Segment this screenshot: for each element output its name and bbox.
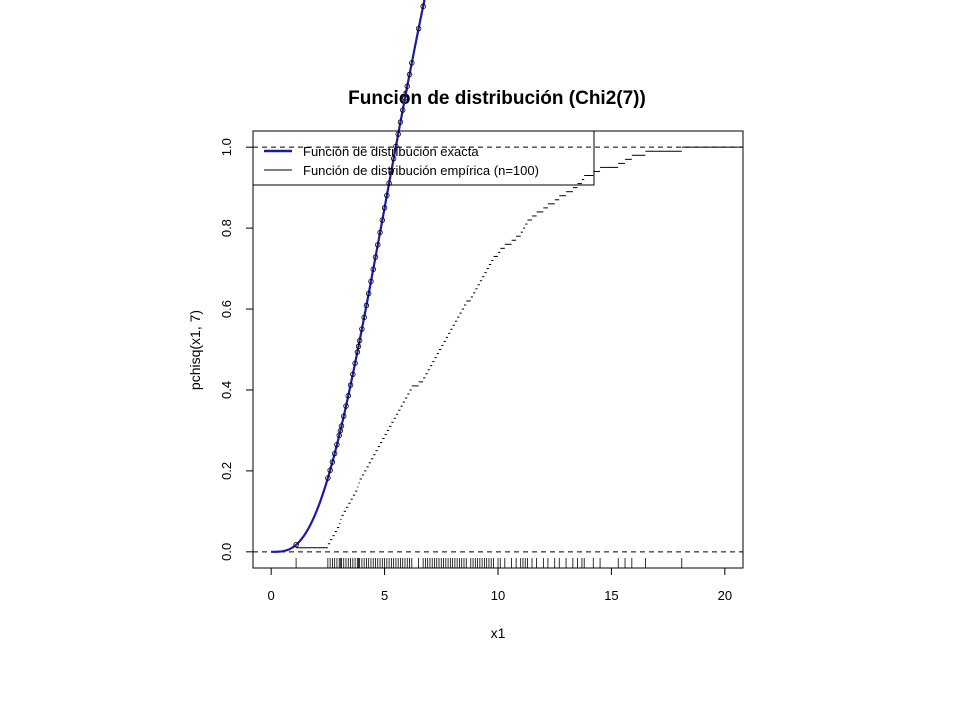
sample-point-42	[420, 3, 426, 10]
sample-point-14	[352, 360, 358, 366]
sample-point-34	[395, 131, 401, 137]
sample-point-7	[337, 428, 344, 434]
sample-point-19	[361, 314, 367, 321]
sample-point-16	[355, 343, 362, 350]
y-tick-label-2: 0.4	[219, 381, 234, 399]
sample-point-4	[331, 450, 338, 457]
sample-point-37	[402, 95, 408, 101]
sample-point-39	[406, 71, 413, 78]
x-tick-label-4: 20	[718, 588, 732, 603]
sample-point-3	[329, 459, 336, 465]
x-tick-label-3: 15	[604, 588, 618, 603]
legend-label-exact: Función de distribución exacta	[303, 144, 479, 159]
sample-point-9	[341, 413, 347, 419]
sample-point-0	[293, 542, 299, 548]
y-tick-label-5: 1.0	[219, 138, 234, 156]
sample-point-15	[354, 349, 361, 355]
y-tick-label-0: 0.0	[219, 543, 234, 561]
sample-point-40	[409, 60, 415, 66]
x-tick-label-2: 10	[491, 588, 505, 603]
sample-point-5	[334, 441, 340, 448]
y-tick-label-4: 0.8	[219, 219, 234, 237]
sample-point-32	[390, 155, 397, 162]
sample-point-35	[397, 119, 404, 125]
y-axis-label: pchisq(x1, 7)	[187, 310, 203, 390]
sample-point-11	[345, 393, 351, 399]
x-tick-label-0: 0	[268, 588, 275, 603]
sample-point-28	[381, 205, 388, 211]
sample-point-24	[372, 254, 379, 260]
exact-cdf-line	[271, 0, 426, 553]
legend-box	[252, 130, 595, 186]
legend-label-empirical: Función de distribución empírica (n=100)	[303, 163, 539, 178]
x-tick-label-1: 5	[381, 588, 388, 603]
x-axis-label: x1	[491, 625, 506, 641]
sample-point-33	[393, 143, 399, 150]
sample-point-2	[327, 467, 333, 473]
sample-point-17	[356, 337, 363, 344]
sample-point-31	[388, 168, 395, 174]
sample-point-13	[350, 371, 356, 378]
sample-point-18	[359, 326, 365, 332]
sample-point-20	[363, 302, 370, 309]
sample-point-1	[325, 475, 331, 481]
y-tick-label-3: 0.6	[219, 300, 234, 318]
sample-point-12	[347, 382, 354, 388]
sample-point-23	[370, 266, 376, 272]
chart-title: Función de distribución (Chi2(7))	[348, 88, 646, 109]
sample-point-38	[404, 83, 410, 89]
sample-point-22	[368, 278, 374, 285]
sample-point-10	[343, 403, 349, 409]
sample-point-27	[379, 217, 386, 223]
sample-point-41	[415, 25, 422, 32]
sample-point-36	[400, 107, 406, 113]
sample-point-8	[338, 423, 345, 429]
sample-point-26	[377, 229, 383, 236]
sample-point-29	[384, 192, 390, 199]
sample-point-25	[375, 242, 381, 248]
sample-point-21	[365, 290, 372, 297]
y-tick-label-1: 0.2	[219, 462, 234, 480]
legend: Función de distribución exacta Función d…	[252, 130, 595, 186]
